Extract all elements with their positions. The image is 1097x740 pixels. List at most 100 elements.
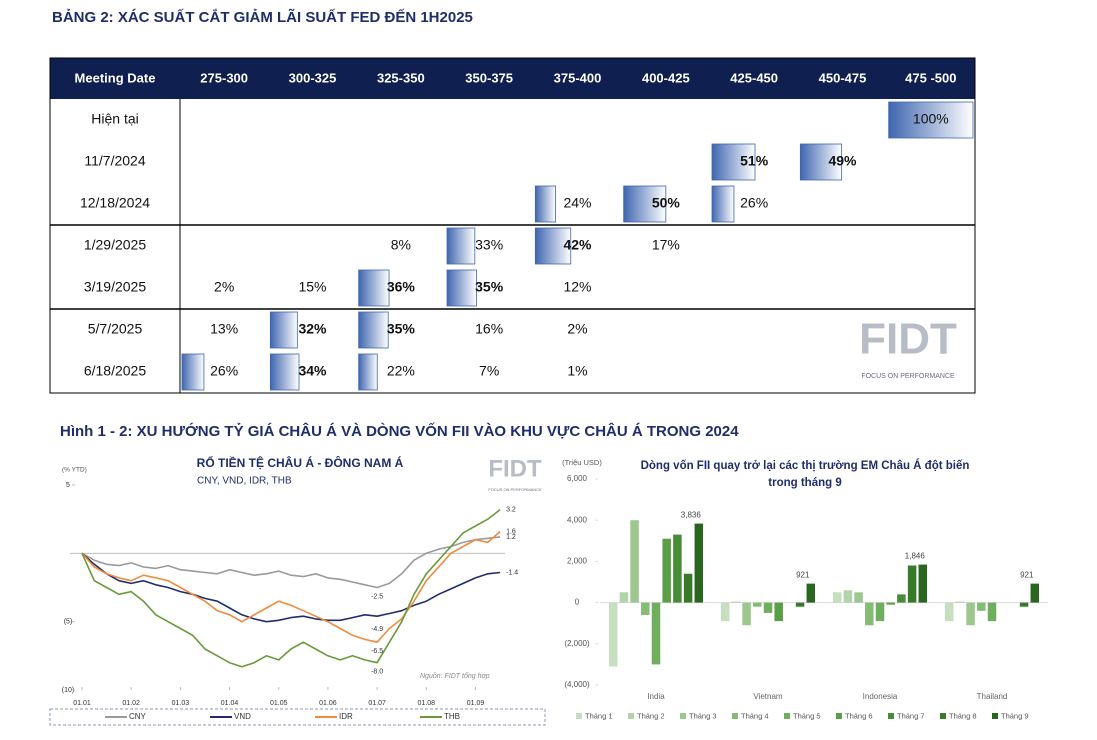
y-axis-label: (% YTD) bbox=[62, 467, 87, 474]
legend-label: Tháng 7 bbox=[897, 711, 925, 720]
x-tick-label: Thailand bbox=[977, 692, 1008, 701]
data-bar bbox=[711, 143, 756, 181]
legend-swatch bbox=[576, 713, 582, 719]
data-bar bbox=[446, 269, 477, 307]
bar bbox=[795, 602, 805, 607]
line-series bbox=[81, 552, 501, 623]
bar bbox=[907, 565, 917, 603]
legend-label: Tháng 1 bbox=[585, 711, 613, 720]
x-tick-label: 01.05 bbox=[270, 700, 288, 707]
bar bbox=[865, 602, 874, 626]
cell-value: 36% bbox=[387, 279, 416, 295]
bar bbox=[977, 602, 986, 611]
bar bbox=[918, 564, 928, 603]
x-tick-label: 01.09 bbox=[467, 700, 485, 707]
cell-value: 42% bbox=[563, 237, 592, 253]
bar bbox=[662, 538, 671, 603]
x-tick-label: 01.08 bbox=[418, 700, 436, 707]
annotation: 1.6 bbox=[506, 528, 516, 535]
annotation: -1.4 bbox=[506, 569, 518, 576]
legend-label: IDR bbox=[339, 712, 353, 721]
cell-value: 1% bbox=[567, 363, 587, 379]
x-tick-label: India bbox=[647, 692, 665, 701]
table-header-cell: 450-475 bbox=[819, 70, 867, 85]
cell-value: 100% bbox=[913, 111, 949, 127]
logo: FIDT bbox=[859, 315, 957, 364]
bar bbox=[731, 601, 741, 603]
cell-value: 35% bbox=[475, 279, 504, 295]
annotation: 1.2 bbox=[506, 534, 516, 541]
cell-value: 8% bbox=[391, 237, 411, 253]
cell-value: 17% bbox=[652, 237, 680, 253]
data-bar bbox=[269, 353, 300, 391]
bar bbox=[1019, 602, 1029, 607]
cell-value: 22% bbox=[387, 363, 415, 379]
legend-swatch bbox=[680, 713, 686, 719]
data-bar bbox=[799, 143, 843, 181]
x-tick-label: Vietnam bbox=[753, 692, 783, 701]
bar bbox=[630, 520, 639, 603]
annotation: -6.5 bbox=[371, 648, 383, 655]
logo: FIDT bbox=[488, 455, 542, 482]
bar bbox=[742, 602, 751, 626]
cell-value: 13% bbox=[210, 321, 238, 337]
row-label: 6/18/2025 bbox=[84, 363, 146, 379]
cell-value: 2% bbox=[567, 321, 587, 337]
bar bbox=[619, 592, 629, 603]
legend-label: Tháng 3 bbox=[689, 711, 717, 720]
table-header-cell: 325-350 bbox=[377, 70, 425, 85]
x-tick-label: 01.02 bbox=[122, 700, 140, 707]
legend-swatch bbox=[836, 713, 842, 719]
data-bar bbox=[181, 353, 205, 391]
x-tick-label: 01.01 bbox=[73, 700, 91, 707]
logo-tagline: FOCUS ON PERFORMANCE bbox=[488, 487, 542, 492]
table-header-cell: 350-375 bbox=[465, 70, 513, 85]
bar bbox=[763, 602, 773, 613]
figure-title: Hình 1 - 2: XU HƯỚNG TỶ GIÁ CHÂU Á VÀ DÒ… bbox=[60, 422, 739, 440]
row-label: Hiện tại bbox=[91, 111, 138, 127]
bar bbox=[897, 594, 906, 603]
legend-label: CNY bbox=[129, 712, 147, 721]
table-header-cell: 425-450 bbox=[730, 70, 778, 85]
table-header-bg bbox=[50, 58, 975, 99]
bar bbox=[955, 601, 965, 603]
data-bar bbox=[534, 227, 572, 265]
bar bbox=[694, 523, 704, 603]
data-bar bbox=[358, 269, 390, 307]
table-header-cell: 475 -500 bbox=[905, 70, 956, 85]
bar bbox=[753, 602, 762, 607]
legend-label: Tháng 6 bbox=[845, 711, 873, 720]
legend-swatch bbox=[784, 713, 790, 719]
cell-value: 12% bbox=[563, 279, 591, 295]
cell-value: 35% bbox=[387, 321, 416, 337]
x-tick-label: Indonesia bbox=[863, 692, 898, 701]
line-series bbox=[81, 536, 501, 589]
legend-label: Tháng 8 bbox=[949, 711, 977, 720]
annotation: -4.9 bbox=[371, 626, 383, 633]
data-bar bbox=[269, 311, 298, 349]
bar bbox=[774, 602, 783, 622]
cell-value: 49% bbox=[828, 153, 857, 169]
annotation: -2.5 bbox=[371, 593, 383, 600]
y-tick-label: 0 bbox=[575, 598, 580, 607]
source: Nguồn: FIDT tổng hợp bbox=[420, 671, 490, 680]
bar bbox=[966, 602, 975, 626]
y-tick-label: 5 bbox=[66, 482, 70, 489]
bar bbox=[875, 602, 885, 622]
x-tick-label: 01.07 bbox=[368, 700, 386, 707]
bar bbox=[886, 602, 895, 605]
data-bar bbox=[446, 227, 476, 265]
cell-value: 24% bbox=[563, 195, 591, 211]
data-label: 1,846 bbox=[905, 552, 926, 561]
legend-label: Tháng 2 bbox=[637, 711, 665, 720]
chart-subtitle: CNY, VND, IDR, THB bbox=[197, 476, 292, 487]
bar bbox=[944, 602, 954, 622]
y-tick-label: (2,000) bbox=[564, 639, 590, 648]
bar bbox=[987, 602, 997, 622]
data-bar bbox=[623, 185, 667, 223]
annotation: -8.0 bbox=[371, 669, 383, 676]
cell-value: 15% bbox=[298, 279, 326, 295]
y-tick-label: (5) bbox=[64, 619, 73, 626]
legend-swatch bbox=[940, 713, 946, 719]
